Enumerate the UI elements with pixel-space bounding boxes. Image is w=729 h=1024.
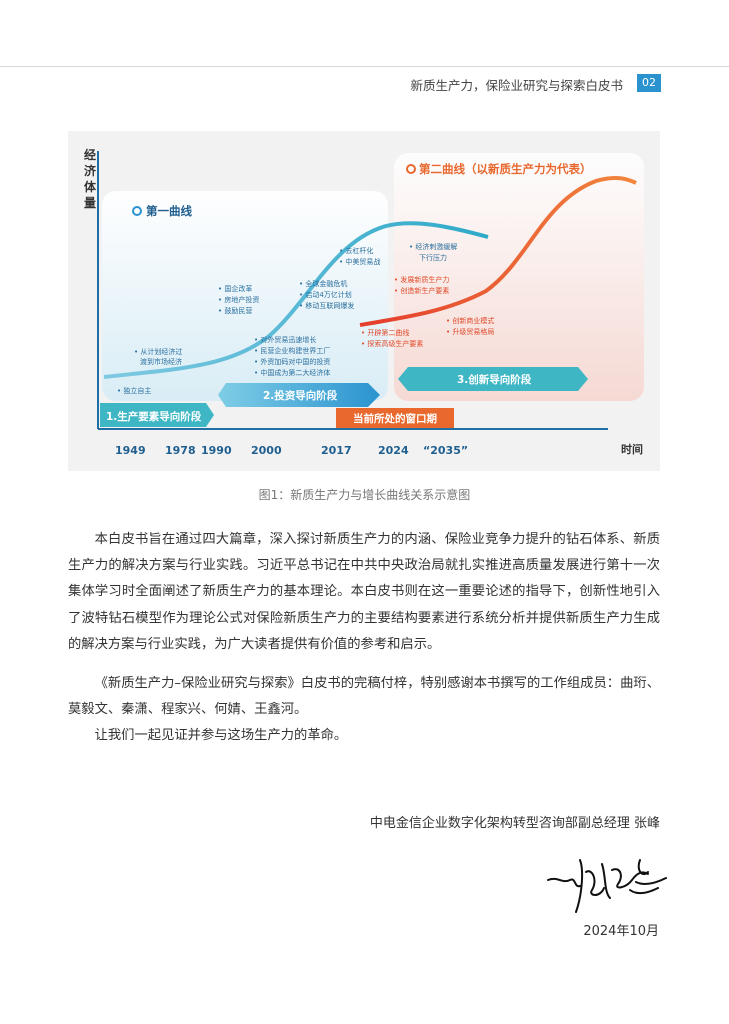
curve1-label: 第一曲线 [146, 204, 192, 218]
note: • 经济刺激缓解 [409, 242, 457, 251]
note: • 发展新质生产力 [394, 275, 449, 284]
note: • 民营企业构建世界工厂 [254, 346, 330, 355]
note: • 全球金融危机 [299, 279, 347, 288]
y-axis-label-2: 济 [84, 163, 97, 178]
note: • 启动4万亿计划 [299, 290, 352, 299]
note: • 房地产投资 [218, 295, 259, 304]
body-paragraph-2: 《新质生产力–保险业研究与探索》白皮书的完稿付梓，特别感谢本书撰写的工作组成员：… [68, 676, 660, 718]
first-curve-panel [102, 191, 388, 401]
figure-caption: 图1：新质生产力与增长曲线关系示意图 [258, 488, 471, 502]
x-tick: 1978 [165, 444, 196, 457]
note: • 中国成为第二大经济体 [254, 368, 330, 377]
stage2-arrow [218, 383, 380, 407]
stage3-label: 3.创新导向阶段 [457, 373, 532, 386]
body-paragraph-3: 让我们一起见证并参与这场生产力的革命。 [94, 728, 348, 743]
second-curve-line [359, 175, 637, 327]
first-curve-line [103, 221, 489, 379]
note: • 去杠杆化 [339, 246, 373, 255]
x-tick: 2000 [251, 444, 282, 457]
x-tick: “2035” [423, 444, 468, 457]
note: • 独立自主 [117, 386, 151, 395]
stage1-label: 1.生产要素导向阶段 [106, 410, 202, 423]
note: • 国企改革 [218, 284, 252, 293]
curve1-marker-icon [132, 206, 142, 216]
note: • 探索高级生产要素 [361, 339, 423, 348]
handwritten-signature [547, 859, 667, 913]
note: • 从计划经济过 [134, 347, 182, 356]
note: • 开辟第二曲线 [361, 328, 409, 337]
note: 下行压力 [419, 253, 447, 262]
author-title-line: 中电金信企业数字化架构转型咨询部副总经理 张峰 [369, 816, 660, 831]
stage1-arrow [100, 403, 214, 427]
y-axis-label-4: 量 [84, 196, 96, 210]
note: • 外资加码对中国的投资 [254, 357, 330, 366]
note: • 对外贸易迅速增长 [254, 335, 316, 344]
stage3-arrow [398, 367, 588, 391]
window-period-box [336, 408, 454, 428]
x-tick: 2017 [321, 444, 352, 457]
growth-curve-figure: 经 济 体 量 第一曲线 第二曲线（以新质生产力为代表） • 独立自主 • 从计… [68, 131, 660, 471]
y-axis-label-3: 体 [84, 179, 97, 194]
note: • 创新商业模式 [446, 316, 494, 325]
header-rule [0, 66, 729, 67]
note: • 升级贸易格局 [446, 327, 494, 336]
second-curve-panel [394, 153, 644, 401]
x-tick: 2024 [378, 444, 409, 457]
curve2-marker-icon [406, 164, 416, 174]
x-tick: 1949 [115, 444, 146, 457]
y-axis-label-1: 经 [84, 147, 96, 162]
note: • 鼓励民营 [218, 306, 252, 315]
body-paragraph-1: 本白皮书旨在通过四大篇章，深入探讨新质生产力的内涵、保险业竞争力提升的钻石体系、… [68, 532, 660, 652]
note: • 移动互联网爆发 [299, 301, 354, 310]
x-tick: 1990 [201, 444, 232, 457]
note: • 创造新生产要素 [394, 286, 449, 295]
curve2-label: 第二曲线（以新质生产力为代表） [419, 162, 592, 176]
growth-curve-diagram: 经 济 体 量 第一曲线 第二曲线（以新质生产力为代表） • 独立自主 • 从计… [84, 147, 644, 457]
signature-date: 2024年10月 [583, 924, 659, 939]
header-title: 新质生产力，保险业研究与探索白皮书 [410, 78, 623, 93]
note: 渡到市场经济 [140, 357, 182, 366]
window-period-label: 当前所处的窗口期 [353, 412, 437, 425]
x-axis-label: 时间 [621, 442, 643, 456]
stage2-label: 2.投资导向阶段 [263, 389, 338, 402]
page-number-badge: 02 [637, 74, 661, 92]
note: • 中美贸易战 [339, 257, 380, 266]
